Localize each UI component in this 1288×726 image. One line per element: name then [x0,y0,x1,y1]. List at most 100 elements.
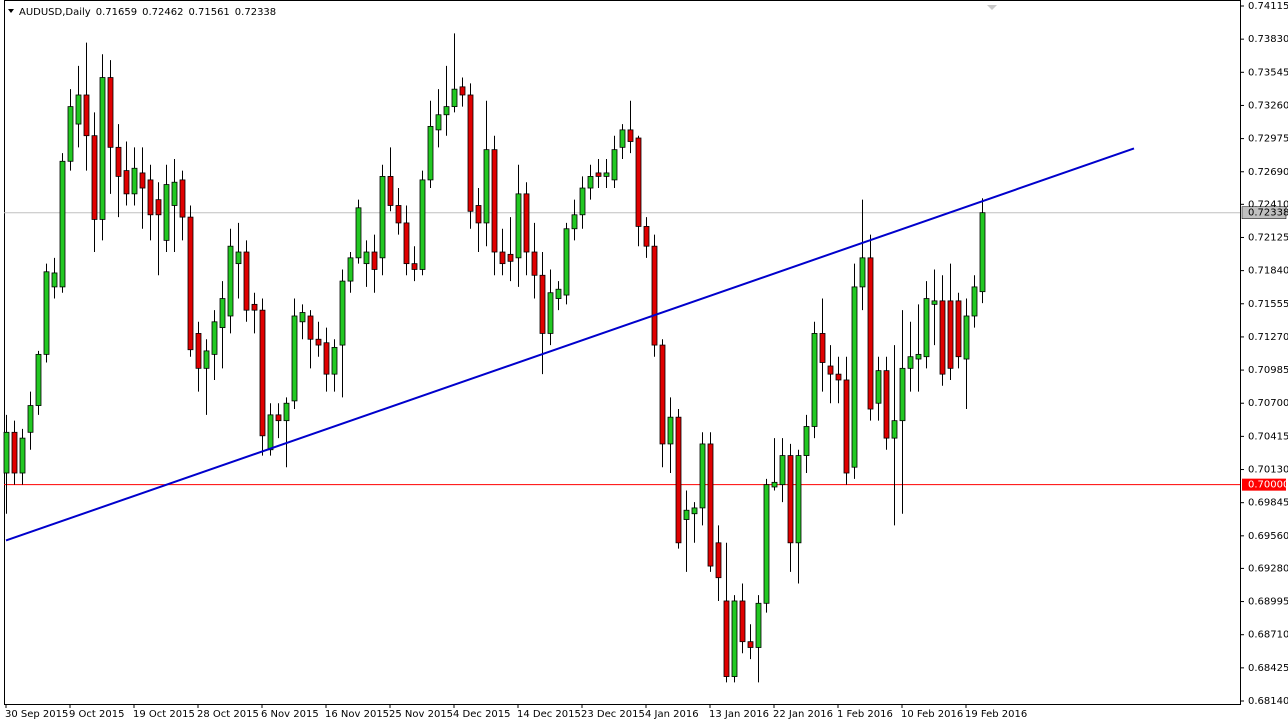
candle-body [43,271,50,355]
candle-body [387,176,394,206]
candle-body [675,416,682,544]
candle-body [403,222,410,265]
candle-body [11,431,18,474]
candle-body [139,172,146,189]
header: AUDUSD,Daily 0.71659 0.72462 0.71561 0.72338 [19,7,276,18]
candle-body [427,125,434,181]
candle-body [363,251,370,265]
candle-body [443,106,450,116]
candle-body [507,253,514,262]
y-tick-label: 0.72125 [1248,232,1288,243]
candle-body [379,176,386,259]
x-tick-label: 4 Jan 2016 [645,709,699,720]
x-tick-label: 22 Jan 2016 [773,709,833,720]
x-tick-label: 16 Nov 2015 [325,709,389,720]
candle-body [619,129,626,148]
candle-body [867,257,874,410]
candle-body [331,346,338,375]
candle-body [547,292,554,334]
candle-body [539,274,546,334]
y-tick-label: 0.72690 [1248,167,1288,178]
candle-body [435,114,442,131]
candle-body [19,437,26,474]
plot-frame [4,0,1241,705]
y-tick-label: 0.74115 [1248,1,1288,12]
candle-body [91,135,98,220]
candle-body [571,214,578,230]
y-tick-label: 0.70415 [1248,431,1288,442]
header-close: 0.72338 [235,7,276,18]
candle-body [779,455,786,486]
candle-body [963,315,970,360]
candle-body [459,86,466,96]
candle-body [115,146,122,177]
x-tick-label: 25 Nov 2015 [389,709,453,720]
x-tick-label: 30 Sep 2015 [5,709,68,720]
candle-body [523,193,530,253]
candle-body [827,365,834,375]
candle-body [691,507,698,515]
candle-body [883,370,890,439]
candle-body [563,228,570,296]
candle-body [579,187,586,216]
candle-body [979,212,986,293]
candle-body [731,600,738,677]
y-tick-label: 0.73260 [1248,100,1288,111]
x-tick-label: 23 Dec 2015 [581,709,645,720]
y-tick-label: 0.71840 [1248,266,1288,277]
candle-body [131,167,138,195]
candle-body [195,333,202,369]
candle-body [187,216,194,351]
candle-body [355,207,362,259]
candle-body [803,426,810,456]
candle-body [947,300,954,369]
candle-body [795,455,802,544]
candle-body [203,350,210,369]
header-high: 0.72462 [142,7,183,18]
candle-body [643,226,650,247]
candle-body [467,94,474,212]
x-tick-label: 19 Oct 2015 [133,709,195,720]
y-tick-label: 0.70985 [1248,365,1288,376]
candle-body [555,288,562,299]
candle-body [971,286,978,317]
x-tick-label: 28 Oct 2015 [197,709,259,720]
candle-body [219,298,226,329]
header-open: 0.71659 [96,7,137,18]
candle-body [499,251,506,265]
y-tick-label: 0.68140 [1248,696,1288,707]
candle-body [667,416,674,445]
candle-body [107,77,114,148]
candle-body [699,443,706,509]
candle-body [35,353,42,406]
candle-body [171,181,178,206]
candle-body [227,245,234,317]
candle-body [603,172,610,177]
y-tick-label: 0.71270 [1248,332,1288,343]
candle-body [515,193,522,259]
candle-body [315,338,322,346]
candle-body [371,251,378,270]
candle-body [651,245,658,346]
candle-body [819,333,826,363]
y-tick-label: 0.68995 [1248,597,1288,608]
y-tick-label: 0.72410 [1248,199,1288,210]
menu-arrow[interactable] [8,9,14,13]
x-tick-label: 9 Oct 2015 [69,709,124,720]
candle-body [235,251,242,265]
x-tick-label: 1 Feb 2016 [837,709,893,720]
candle-body [419,179,426,270]
candle-body [939,300,946,375]
candle-body [267,414,274,451]
shift-marker [987,5,997,10]
candle-body [291,315,298,402]
candle-body [587,176,594,189]
trendline [5,147,1135,542]
price-label-box [1241,206,1287,219]
candle-body [259,309,266,437]
candle-body [771,481,778,488]
y-tick-label: 0.73545 [1248,67,1288,78]
